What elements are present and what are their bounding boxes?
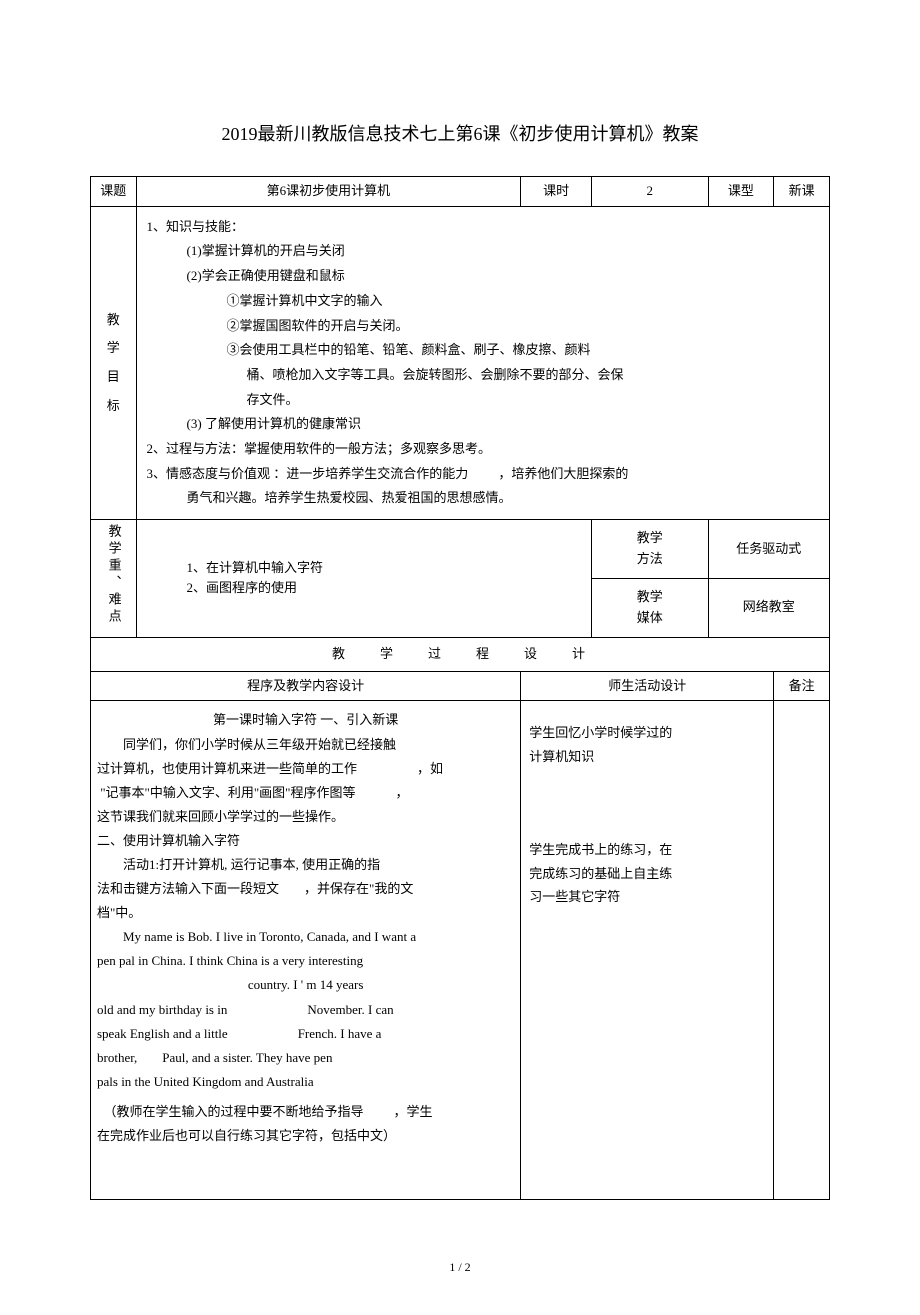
process-header-row: 教 学 过 程 设 计 [91,637,830,671]
difficulty-label: 教学重、难点 [91,520,137,638]
lesson-plan-table: 课题 第6课初步使用计算机 课时 2 课型 新课 教 学 目 标 1、知识与技能… [90,176,830,1200]
process-header: 教 学 过 程 设 计 [91,637,830,671]
method-value-2: 网络教室 [708,578,830,637]
notes-cell [774,701,830,1200]
sub-header-3: 备注 [774,671,830,701]
difficulty-row-1: 教学重、难点 1、在计算机中输入字符 2、画图程序的使用 教学 方法 任务驱动式 [91,520,830,579]
type-value: 新课 [774,177,830,207]
objectives-row: 教 学 目 标 1、知识与技能： (1)掌握计算机的开启与关闭 (2)学会正确使… [91,206,830,519]
document-title: 2019最新川教版信息技术七上第6课《初步使用计算机》教案 [90,120,830,146]
objectives-content: 1、知识与技能： (1)掌握计算机的开启与关闭 (2)学会正确使用键盘和鼠标 ①… [136,206,829,519]
objectives-label: 教 学 目 标 [91,206,137,519]
method-value-1: 任务驱动式 [708,520,830,579]
sub-header-2: 师生活动设计 [521,671,774,701]
header-row: 课题 第6课初步使用计算机 课时 2 课型 新课 [91,177,830,207]
topic-label: 课题 [91,177,137,207]
topic-value: 第6课初步使用计算机 [136,177,521,207]
difficulty-content: 1、在计算机中输入字符 2、画图程序的使用 [136,520,592,638]
sub-header-1: 程序及教学内容设计 [91,671,521,701]
procedure-content: 第一课时输入字符 一、引入新课 同学们，你们小学时候从三年级开始就已经接触 过计… [91,701,521,1200]
period-value: 2 [592,177,708,207]
method-label-1: 教学 方法 [592,520,708,579]
method-label-2: 教学 媒体 [592,578,708,637]
period-label: 课时 [521,177,592,207]
sub-header-row: 程序及教学内容设计 师生活动设计 备注 [91,671,830,701]
activity-content: 学生回忆小学时候学过的 计算机知识 学生完成书上的练习，在 完成练习的基础上自主… [521,701,774,1200]
page-number: 1 / 2 [90,1260,830,1275]
type-label: 课型 [708,177,774,207]
content-row: 第一课时输入字符 一、引入新课 同学们，你们小学时候从三年级开始就已经接触 过计… [91,701,830,1200]
